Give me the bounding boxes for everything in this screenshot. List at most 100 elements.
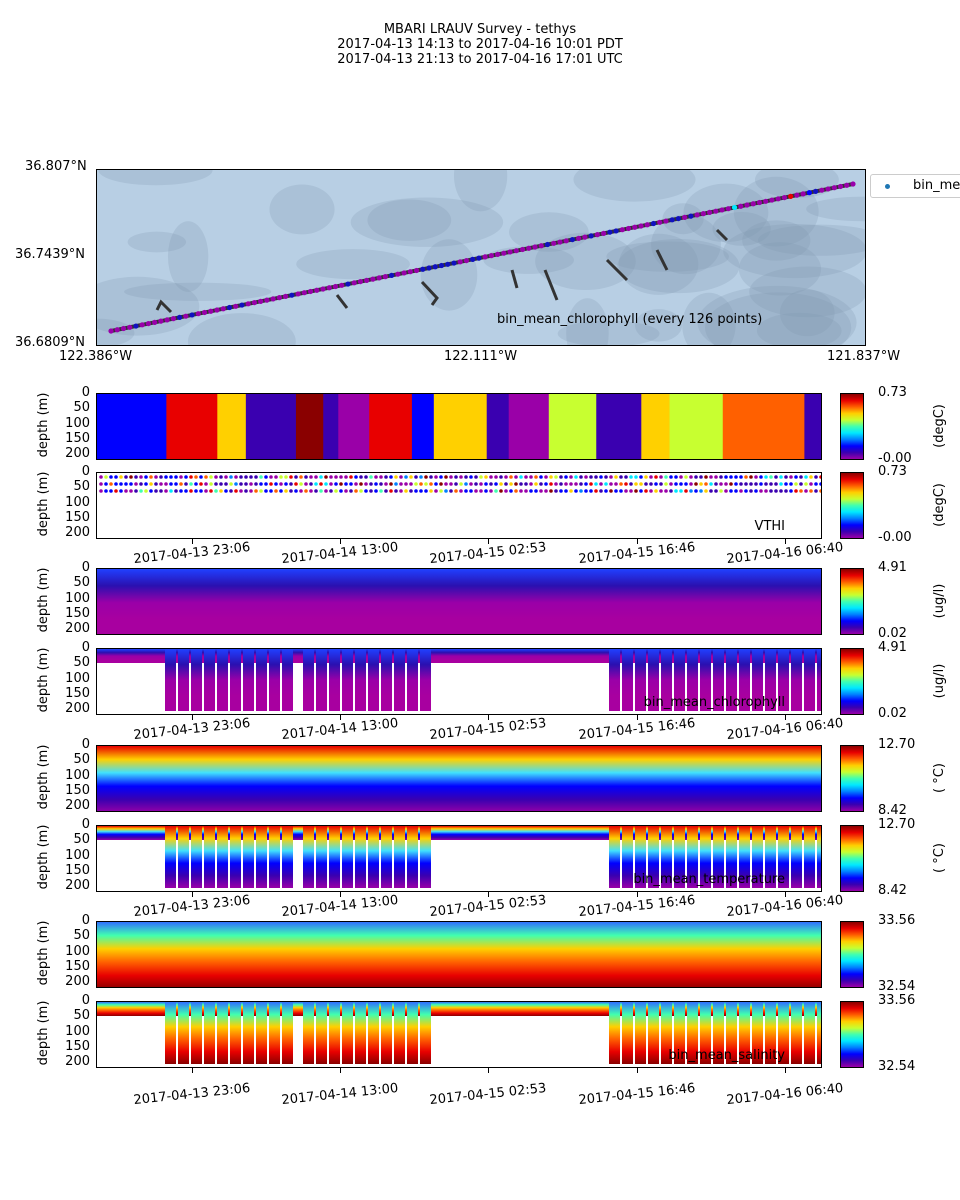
vthi-point [724,489,728,493]
vthi-point [779,489,783,493]
bathymetry-shade [187,313,296,345]
x-tick-mark [340,892,341,897]
deep-profile [739,649,750,711]
y-tick-label: 0 [81,385,90,400]
vthi-point [769,475,773,479]
vthi-point [469,489,473,493]
vthi-point [449,489,453,493]
vthi-point [524,475,528,479]
vthi-point [584,482,588,486]
colorbar-units: (ug/l) [932,663,947,699]
y-axis-label: depth (m) [36,1000,51,1066]
vthi-point [429,482,433,486]
vthi-cell [217,394,247,459]
chlorophyll-point [675,215,682,222]
track-excursion [605,258,629,282]
chlorophyll-point [201,309,208,316]
deep-profile [342,1002,353,1064]
x-tick-mark [340,539,341,544]
track-excursion [510,269,519,289]
bathymetry-shade [167,221,209,292]
colorbar [840,921,864,988]
x-tick-mark [637,539,638,544]
vthi-point [449,475,453,479]
vthi-point [584,475,588,479]
vthi-point [534,489,538,493]
colorbar-max: 33.56 [878,913,916,928]
vthi-point [564,489,568,493]
deep-profile [269,649,280,711]
vthi-point [374,489,378,493]
vthi-point [439,475,443,479]
deep-profile [407,826,418,888]
vthi-point [274,482,278,486]
deep-profile [256,826,267,888]
vthi-point [149,482,153,486]
vthi-point [114,489,118,493]
chlorophyll-point [282,293,289,300]
vthi-point [99,482,103,486]
vthi-point [464,482,468,486]
chlorophyll-point [195,311,201,317]
chlorophyll-point [314,287,320,293]
chlorophyll-point [806,190,812,196]
vthi-point [654,475,658,479]
vthi-point [769,489,773,493]
colorbar-max: 33.56 [878,993,916,1008]
deep-profile [804,826,815,888]
colorbar [840,745,864,812]
deep-profile [817,1002,821,1064]
panel-plot [97,746,821,811]
chlorophyll-point [401,270,407,276]
vthi-cell [641,394,671,459]
deep-profile [739,826,750,888]
y-tick-label: 50 [73,752,90,768]
chlorophyll-point [245,301,251,307]
vthi-point [379,475,383,479]
lat-tick: 36.7439°N [15,247,85,262]
vthi-point [324,482,328,486]
y-tick-label: 150 [65,958,90,974]
panel-label: VTHI [754,519,785,534]
chlorophyll-point [382,274,388,280]
vthi-point [309,482,313,486]
bathymetry-shade [296,249,410,280]
vthi-point [639,482,643,486]
chlorophyll-point [145,320,152,327]
vthi-point [459,489,463,493]
vthi-point [134,489,138,493]
deep-profile [381,1002,392,1064]
vthi-point [779,482,783,486]
vthi-point [159,482,163,486]
deep-profile [713,1002,724,1064]
vthi-point [454,489,458,493]
vthi-point [694,489,698,493]
vthi-point [229,482,233,486]
vthi-point [524,482,528,486]
vthi-point [674,489,678,493]
bathymetry-shade [749,266,865,318]
vthi-point [154,489,158,493]
deep-profile [778,826,789,888]
vthi-point [469,475,473,479]
vthi-point [249,475,253,479]
x-tick-mark [488,539,489,544]
y-tick-label: 0 [81,817,90,832]
bathymetry-shade [756,312,842,345]
deep-profile [700,1002,711,1064]
chlorophyll-point [289,292,295,298]
bathymetry-shade [682,292,736,345]
bathymetry-shade [635,309,683,342]
vthi-point [129,475,133,479]
vthi-point [414,489,418,493]
vthi-point [519,482,523,486]
deep-profile [243,649,254,711]
vthi-point [599,475,603,479]
chlorophyll-point [569,236,576,243]
colorbar-units: (ug/l) [932,583,947,619]
vthi-point [644,489,648,493]
x-tick-label: 2017-04-13 23:06 [132,715,251,744]
vthi-point [729,482,733,486]
bathymetry-shade [535,232,636,291]
chlorophyll-point [713,208,719,214]
